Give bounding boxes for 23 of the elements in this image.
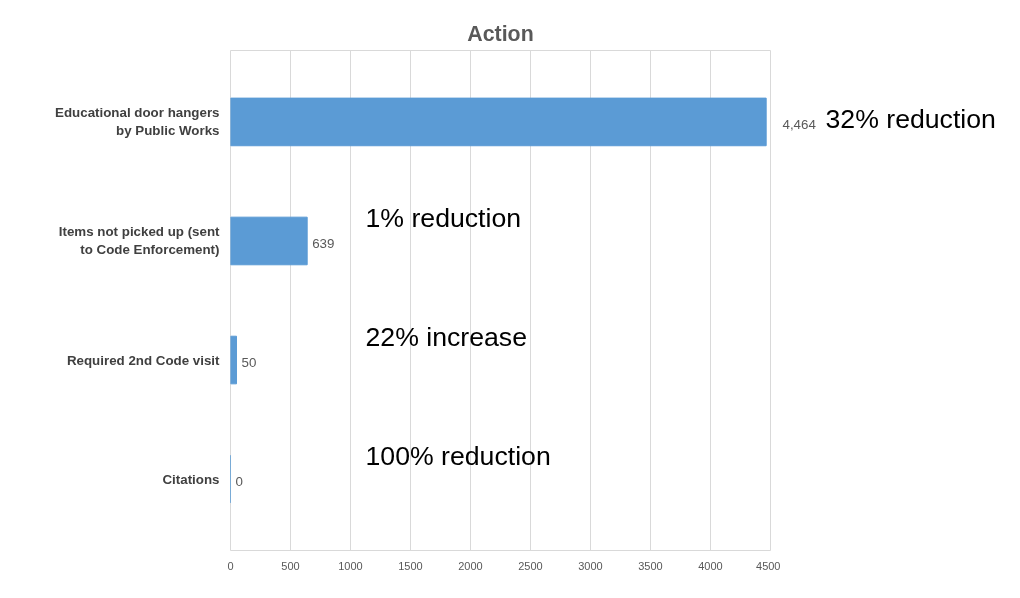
x-tick-label: 3500	[638, 559, 663, 572]
data-label: 4,464	[782, 116, 817, 132]
annotation: 100% reduction	[365, 441, 551, 472]
y-tick-label: Items not picked up (sent to Code Enforcement)	[58, 224, 221, 258]
x-tick-label: 1000	[338, 559, 363, 572]
x-tick-label: 4000	[698, 559, 723, 572]
text: 32% reduction	[825, 103, 996, 134]
x-tick-label: 3000	[578, 559, 603, 572]
x-tick-label: 500	[281, 559, 300, 572]
x-tick-label: 4500	[756, 559, 781, 572]
x-tick-label: 0	[227, 559, 234, 572]
data-label: 0	[235, 474, 243, 490]
x-tick-label: 2500	[518, 559, 543, 572]
x-tick-label: 1500	[398, 559, 423, 572]
data-label: 50	[241, 355, 257, 371]
y-tick-label: Educational door hangers by Public Works	[55, 105, 220, 139]
annotation: 1% reduction	[365, 202, 522, 233]
x-tick-label: 2000	[458, 559, 483, 572]
data-label: 639	[312, 235, 335, 251]
y-tick-label: Required 2nd Code visit	[66, 352, 221, 368]
y-tick-label: Citations	[162, 471, 220, 487]
annotation: 22% increase	[365, 322, 528, 353]
chart-title: Action	[467, 21, 534, 46]
